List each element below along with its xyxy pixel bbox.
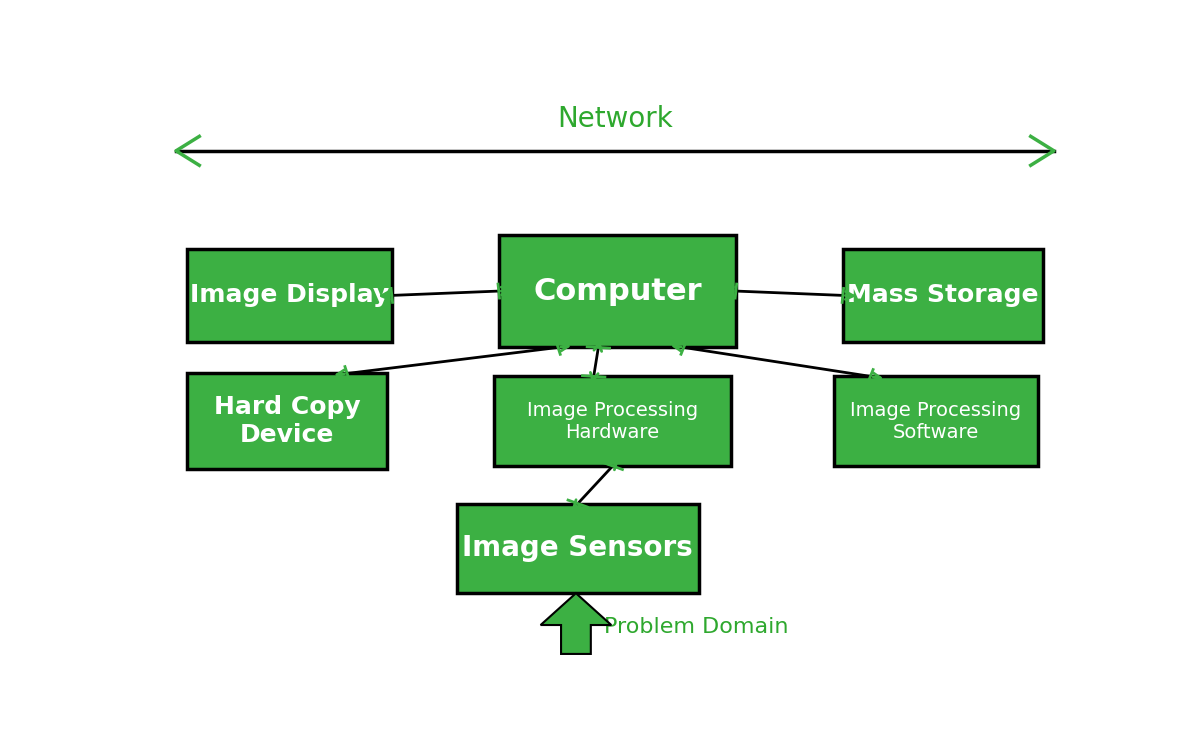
Text: Hard Copy
Device: Hard Copy Device <box>214 395 360 447</box>
FancyBboxPatch shape <box>187 249 391 342</box>
Text: Image Sensors: Image Sensors <box>462 535 694 562</box>
FancyBboxPatch shape <box>494 376 731 466</box>
FancyBboxPatch shape <box>457 504 698 593</box>
FancyBboxPatch shape <box>834 376 1038 466</box>
Text: Computer: Computer <box>533 276 702 306</box>
Text: Image Processing
Software: Image Processing Software <box>851 401 1021 442</box>
Text: Image Processing
Hardware: Image Processing Hardware <box>527 401 698 442</box>
Polygon shape <box>541 593 611 654</box>
FancyBboxPatch shape <box>842 249 1043 342</box>
Text: Mass Storage: Mass Storage <box>847 283 1038 307</box>
Text: Network: Network <box>557 105 673 134</box>
FancyBboxPatch shape <box>499 234 736 348</box>
FancyBboxPatch shape <box>187 373 388 469</box>
Text: Problem Domain: Problem Domain <box>604 617 788 637</box>
Text: Image Display: Image Display <box>190 283 389 307</box>
